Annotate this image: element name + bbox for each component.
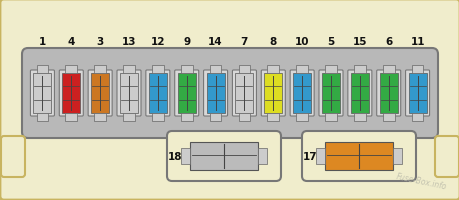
FancyBboxPatch shape [22,49,437,138]
Bar [353,66,365,74]
FancyBboxPatch shape [203,71,227,116]
Bar [206,74,224,113]
FancyBboxPatch shape [405,71,429,116]
FancyBboxPatch shape [318,71,342,116]
FancyBboxPatch shape [88,71,112,116]
FancyBboxPatch shape [376,71,400,116]
Bar [267,113,279,121]
Bar [149,74,167,113]
Bar [190,142,257,170]
Bar [37,113,48,121]
Text: 18: 18 [167,151,182,161]
Text: 12: 12 [150,37,165,47]
Text: 13: 13 [122,37,136,47]
Text: 10: 10 [294,37,309,47]
Bar [180,149,190,164]
Bar [177,74,195,113]
Bar [94,66,106,74]
Bar [296,66,308,74]
Bar [180,66,192,74]
Bar [123,66,134,74]
Text: 17: 17 [302,151,316,161]
FancyBboxPatch shape [261,71,285,116]
Bar [411,113,422,121]
Text: 7: 7 [240,37,247,47]
Bar [62,74,80,113]
Bar [382,113,394,121]
Bar [325,66,336,74]
Text: 9: 9 [183,37,190,47]
Bar [315,149,325,164]
FancyBboxPatch shape [146,71,169,116]
Bar [353,113,365,121]
Text: 11: 11 [409,37,424,47]
Bar [151,66,163,74]
Bar [325,113,336,121]
Bar [37,66,48,74]
FancyBboxPatch shape [347,71,371,116]
Text: 8: 8 [269,37,276,47]
Bar [392,149,401,164]
Bar [238,66,250,74]
Text: Fuse-Box.info: Fuse-Box.info [395,172,447,191]
Bar [325,142,392,170]
Bar [34,74,51,113]
Bar [180,113,192,121]
FancyBboxPatch shape [59,71,83,116]
Bar [296,113,308,121]
Bar [321,74,339,113]
Bar [382,66,394,74]
Bar [65,66,77,74]
FancyBboxPatch shape [117,71,141,116]
Bar [65,113,77,121]
Text: 14: 14 [208,37,223,47]
Bar [264,74,282,113]
Bar [209,66,221,74]
Bar [151,113,163,121]
Bar [209,113,221,121]
Bar [235,74,253,113]
Bar [292,74,310,113]
FancyBboxPatch shape [1,136,25,177]
FancyBboxPatch shape [30,71,54,116]
FancyBboxPatch shape [302,131,415,181]
FancyBboxPatch shape [232,71,256,116]
Bar [379,74,397,113]
FancyBboxPatch shape [434,136,458,177]
Bar [91,74,109,113]
Text: 15: 15 [352,37,366,47]
Bar [238,113,250,121]
FancyBboxPatch shape [167,131,280,181]
Text: 6: 6 [384,37,392,47]
Text: 4: 4 [67,37,75,47]
Bar [267,66,279,74]
Bar [411,66,422,74]
Text: 1: 1 [39,37,46,47]
Bar [94,113,106,121]
FancyBboxPatch shape [174,71,198,116]
Text: 5: 5 [327,37,334,47]
Bar [120,74,138,113]
Text: 3: 3 [96,37,104,47]
Bar [350,74,368,113]
Bar [257,149,266,164]
FancyBboxPatch shape [290,71,313,116]
Bar [123,113,134,121]
Bar [408,74,425,113]
